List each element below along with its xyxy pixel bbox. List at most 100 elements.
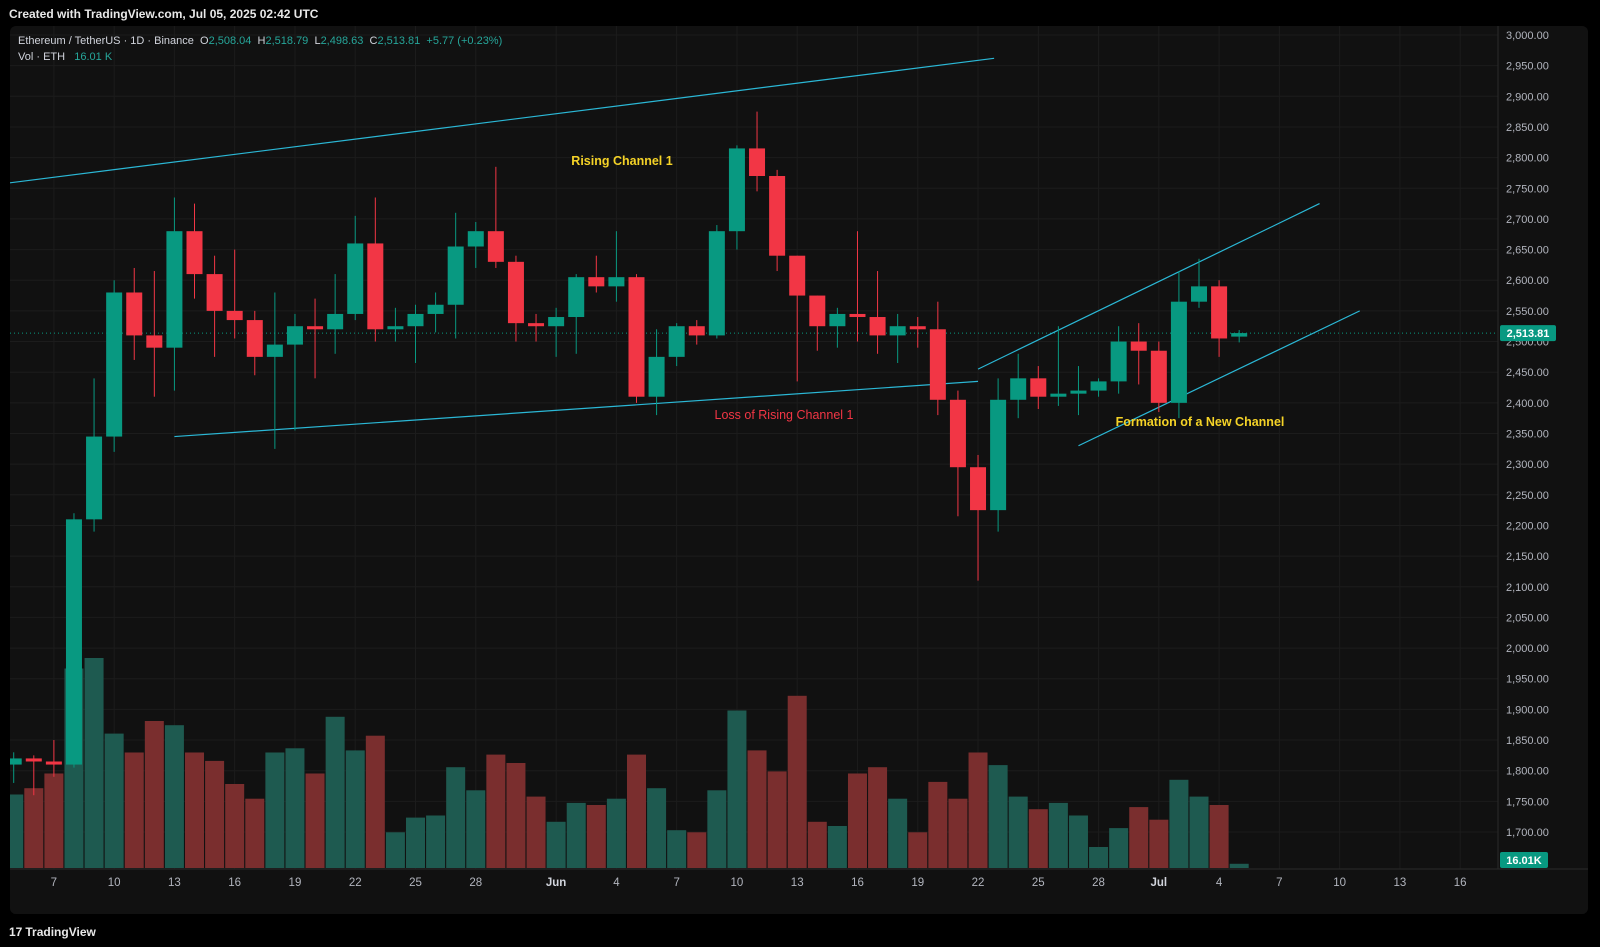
- time-tick-label: 19: [289, 877, 302, 889]
- change-value: +5.77 (+0.23%): [426, 35, 503, 47]
- volume-bar: [486, 754, 506, 868]
- new-channel-lower-line[interactable]: [1078, 310, 1360, 447]
- price-tick-label: 1,900.00: [1506, 704, 1549, 716]
- time-tick-label: 25: [409, 877, 422, 889]
- candle-body: [949, 399, 966, 468]
- volume-bar: [1028, 809, 1048, 868]
- volume-bar: [466, 790, 486, 868]
- rising-channel-1-upper-line[interactable]: [10, 57, 995, 184]
- candle-body: [25, 758, 42, 762]
- price-tick-label: 2,600.00: [1506, 275, 1549, 287]
- candle-body: [1130, 341, 1147, 351]
- volume-label[interactable]: Vol · ETH: [18, 51, 66, 63]
- candle-body: [1050, 393, 1067, 397]
- volume-bar: [44, 773, 64, 868]
- volume-bar: [185, 752, 205, 868]
- price-tick-label: 2,400.00: [1506, 398, 1549, 410]
- price-tick-label: 2,300.00: [1506, 459, 1549, 471]
- candle: [487, 166, 504, 268]
- price-tick-label: 3,000.00: [1506, 30, 1549, 42]
- candle-body: [688, 326, 705, 336]
- price-chart[interactable]: Rising Channel 1 Loss of Rising Channel 1…: [10, 26, 1588, 914]
- price-axis[interactable]: 3,000.00 2,950.00 2,900.00 2,850.00 2,800.00…: [1497, 26, 1588, 914]
- candle: [1150, 341, 1167, 413]
- candle: [528, 313, 545, 342]
- candle-body: [869, 317, 886, 336]
- price-tick-label: 1,750.00: [1506, 796, 1549, 808]
- candle-body: [889, 326, 906, 336]
- annotation-label: Loss of Rising Channel 1: [715, 408, 854, 422]
- candle-body: [1211, 286, 1228, 339]
- candle-body: [10, 758, 22, 765]
- candle: [1030, 366, 1047, 409]
- volume-tag: [1500, 852, 1548, 868]
- candle-body: [528, 323, 545, 327]
- candle: [25, 755, 42, 796]
- candle: [789, 255, 806, 382]
- symbol-title[interactable]: Ethereum / TetherUS · 1D · Binance: [18, 35, 194, 47]
- candle: [1191, 258, 1208, 308]
- volume-bar: [345, 750, 365, 868]
- candle: [427, 292, 444, 333]
- time-tick-label: 13: [168, 877, 181, 889]
- price-tick-label: 2,150.00: [1506, 551, 1549, 563]
- volume-bar: [948, 798, 968, 868]
- candle: [1170, 271, 1187, 419]
- candle-body: [1030, 378, 1047, 397]
- legend-row-price: Ethereum / TetherUS · 1D · Binance O2,50…: [18, 33, 502, 49]
- volume-bar: [888, 798, 908, 868]
- tradingview-logo[interactable]: 17 TradingView: [9, 925, 96, 939]
- candle: [307, 298, 324, 379]
- candle-body: [568, 277, 585, 318]
- candle-body: [106, 292, 123, 437]
- volume-bar: [285, 748, 305, 868]
- candle-body: [548, 317, 565, 327]
- candle: [286, 313, 303, 431]
- volume-bar: [586, 805, 606, 868]
- time-tick-label: 10: [1333, 877, 1346, 889]
- candle-body: [427, 304, 444, 314]
- rising-channel-1-lower-line[interactable]: [174, 380, 979, 438]
- candle: [146, 271, 163, 397]
- candle-body: [829, 313, 846, 327]
- new-channel-upper-line[interactable]: [977, 203, 1320, 370]
- candle-body: [246, 320, 263, 357]
- candle: [809, 295, 826, 351]
- candle-body: [809, 295, 826, 327]
- candle: [889, 313, 906, 363]
- candle: [949, 390, 966, 517]
- candle: [407, 304, 424, 363]
- candle-body: [266, 344, 283, 357]
- candle-body: [86, 436, 103, 520]
- candle-body: [307, 326, 324, 330]
- volume-bar: [847, 773, 867, 868]
- volume-bar: [1149, 819, 1169, 868]
- price-tick-label: 2,800.00: [1506, 153, 1549, 165]
- volume-bar: [526, 796, 546, 868]
- time-axis[interactable]: 7 10 13 16 19 22 25 28 Jun 4 7 10 13 16 19 22 25 28 Jul 4 7 1…: [10, 868, 1588, 914]
- volume-bar: [1048, 802, 1068, 868]
- time-axis-bg: [10, 869, 1588, 914]
- candle-body: [467, 231, 484, 247]
- candle-body: [507, 261, 524, 324]
- candle: [728, 145, 745, 250]
- candle-body: [608, 277, 625, 287]
- channel-lines[interactable]: [10, 57, 1360, 447]
- candle-body: [728, 148, 745, 232]
- price-tick-label: 2,250.00: [1506, 490, 1549, 502]
- volume-bar: [446, 767, 466, 868]
- candle-body: [166, 231, 183, 348]
- time-tick-label: 7: [51, 877, 57, 889]
- candle-body: [1191, 286, 1208, 302]
- volume-bar: [10, 794, 24, 868]
- candle-body: [970, 467, 987, 511]
- chart-pane[interactable]: Rising Channel 1 Loss of Rising Channel 1…: [10, 26, 1588, 914]
- time-tick-label: Jun: [546, 877, 566, 889]
- candle: [1130, 323, 1147, 385]
- candle-body: [628, 277, 645, 397]
- time-tick-label: 16: [1454, 877, 1467, 889]
- volume-bar: [124, 752, 144, 868]
- volume-bar: [406, 817, 425, 868]
- volume-bar: [707, 790, 727, 868]
- candle-body: [1231, 333, 1248, 337]
